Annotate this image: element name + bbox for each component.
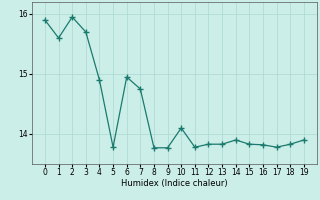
X-axis label: Humidex (Indice chaleur): Humidex (Indice chaleur) (121, 179, 228, 188)
